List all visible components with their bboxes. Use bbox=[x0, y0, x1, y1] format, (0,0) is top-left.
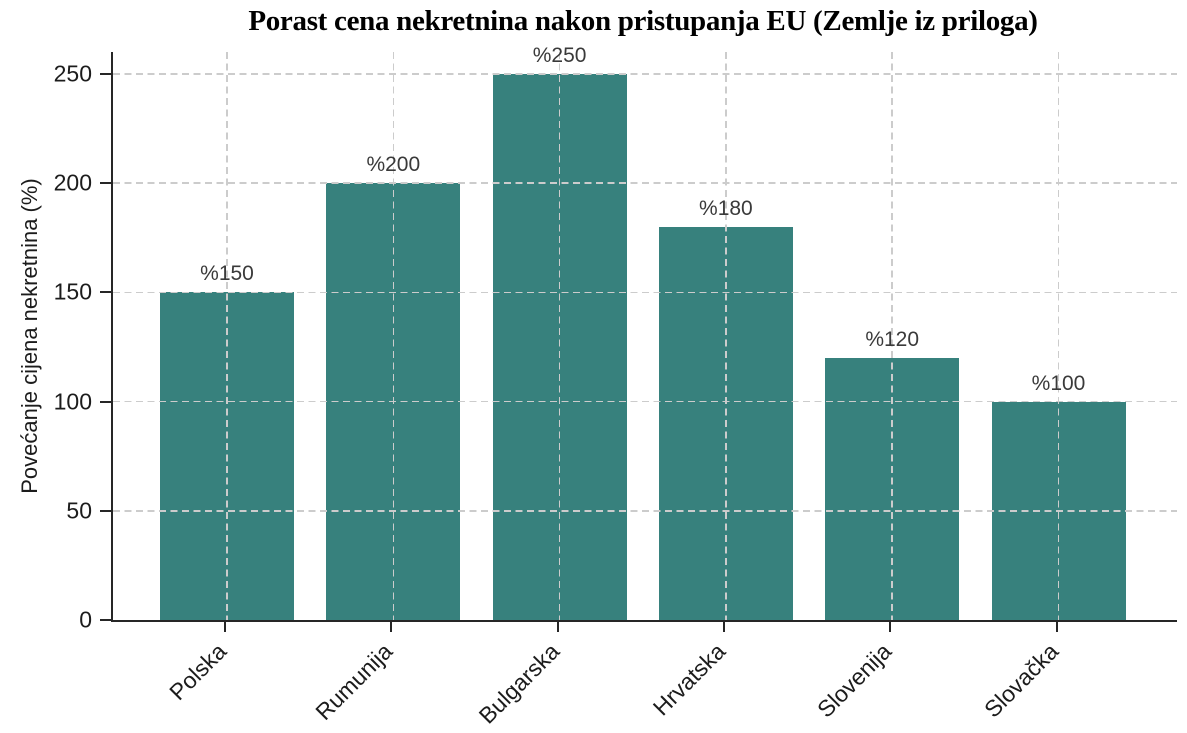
x-tick-label-slovenija: Slovenija bbox=[812, 638, 897, 723]
bar-value-label-slovenija: %120 bbox=[865, 327, 920, 351]
x-tick-mark-slovenija bbox=[889, 622, 892, 632]
bar-value-label-hrvatska: %180 bbox=[699, 196, 753, 220]
y-tick-mark-200 bbox=[100, 182, 111, 185]
y-axis-label: Povećanje cijena nekretnina (%) bbox=[17, 178, 42, 494]
x-tick-mark-bulgarska bbox=[556, 622, 559, 632]
bar-value-label-slovačka: %100 bbox=[1031, 371, 1086, 395]
gridline-vertical-slovenija bbox=[891, 52, 893, 620]
gridline-horizontal-150 bbox=[113, 291, 1177, 294]
x-tick-mark-polska bbox=[224, 622, 226, 632]
x-tick-mark-slovačka bbox=[1055, 622, 1058, 632]
gridline-horizontal-200 bbox=[113, 182, 1177, 184]
y-tick-label-0: 0 bbox=[79, 606, 92, 633]
gridline-vertical-bulgarska bbox=[558, 52, 561, 620]
y-tick-label-150: 150 bbox=[53, 278, 92, 305]
y-tick-mark-100 bbox=[100, 400, 111, 403]
plot-area: %150 %200 %250 %180 %120 %100 bbox=[111, 44, 1177, 622]
x-tick-label-rumunija: Rumunija bbox=[310, 638, 398, 726]
y-tick-mark-150 bbox=[100, 291, 111, 294]
bar-value-label-bulgarska: %250 bbox=[532, 43, 587, 67]
x-tick-label-hrvatska: Hrvatska bbox=[647, 638, 731, 721]
gridline-horizontal-100 bbox=[113, 400, 1177, 403]
chart-title: Porast cena nekretnina nakon pristupanja… bbox=[248, 5, 1038, 37]
y-tick-label-200: 200 bbox=[53, 169, 92, 196]
x-tick-label-polska: Polska bbox=[164, 638, 232, 706]
y-tick-mark-50 bbox=[100, 509, 111, 512]
x-tick-mark-rumunija bbox=[390, 622, 393, 632]
gridline-vertical-slovačka bbox=[1057, 52, 1060, 620]
gridline-horizontal-50 bbox=[113, 509, 1177, 512]
y-tick-label-50: 50 bbox=[66, 497, 92, 524]
gridline-horizontal-250 bbox=[113, 73, 1177, 75]
gridline-vertical-rumunija bbox=[392, 52, 395, 620]
gridline-vertical-polska bbox=[226, 52, 228, 620]
y-tick-label-100: 100 bbox=[53, 388, 92, 415]
x-tick-label-bulgarska: Bulgarska bbox=[473, 638, 564, 729]
x-tick-mark-hrvatska bbox=[722, 622, 725, 632]
y-tick-mark-250 bbox=[100, 72, 111, 75]
x-tick-label-slovačka: Slovačka bbox=[978, 638, 1063, 723]
y-tick-label-250: 250 bbox=[53, 60, 92, 87]
bar-value-label-rumunija: %200 bbox=[366, 153, 421, 177]
gridline-vertical-hrvatska bbox=[725, 52, 727, 620]
bar-value-label-polska: %150 bbox=[200, 262, 254, 286]
y-tick-mark-0 bbox=[100, 619, 111, 621]
